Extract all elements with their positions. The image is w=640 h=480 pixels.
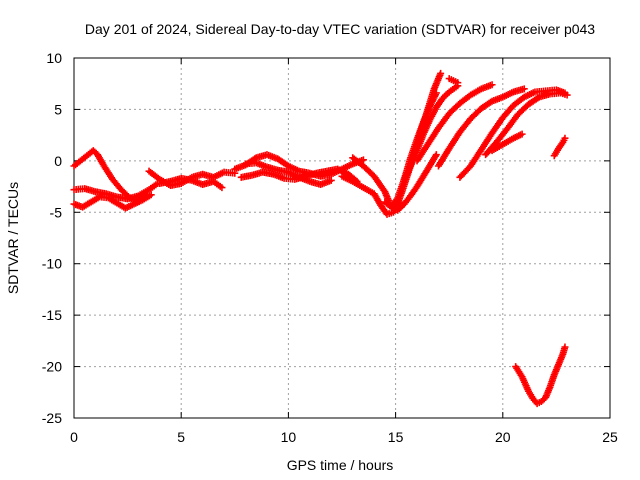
data-point bbox=[561, 134, 569, 142]
y-tick-label: -25 bbox=[42, 410, 62, 426]
tick-labels: 0 5 10 15 20 25 -25 -20 -15 -10 -5 0 5 10 bbox=[42, 50, 618, 445]
axis-ticks bbox=[73, 57, 611, 419]
data-points bbox=[70, 69, 571, 408]
data-point bbox=[454, 79, 462, 87]
x-tick-label: 0 bbox=[70, 429, 78, 445]
y-tick-label: 0 bbox=[54, 153, 62, 169]
data-point bbox=[437, 69, 445, 77]
series-arc-17 bbox=[456, 86, 569, 181]
x-tick-label: 10 bbox=[281, 429, 297, 445]
y-tick-label: -5 bbox=[50, 204, 63, 220]
y-axis-title: SDTVAR / TECUs bbox=[5, 182, 21, 294]
series-arc-13 bbox=[400, 82, 462, 183]
data-point bbox=[520, 85, 528, 93]
y-tick-label: 10 bbox=[46, 50, 62, 66]
series-arc-16 bbox=[445, 75, 462, 87]
plot-frame bbox=[73, 57, 611, 419]
data-point bbox=[488, 81, 496, 89]
y-tick-label: -10 bbox=[42, 256, 62, 272]
data-point bbox=[359, 156, 367, 164]
y-tick-label: -20 bbox=[42, 359, 62, 375]
x-axis-title: GPS time / hours bbox=[287, 457, 394, 473]
series-arc-18 bbox=[482, 89, 571, 159]
data-point bbox=[218, 184, 226, 192]
x-tick-label: 15 bbox=[388, 429, 404, 445]
gridlines bbox=[74, 58, 610, 418]
series-arc-14 bbox=[413, 81, 496, 165]
x-tick-label: 20 bbox=[495, 429, 511, 445]
y-tick-label: 5 bbox=[54, 101, 62, 117]
series-arc-15 bbox=[434, 85, 528, 170]
data-point bbox=[563, 91, 571, 99]
x-tick-label: 25 bbox=[602, 429, 618, 445]
chart-title: Day 201 of 2024, Sidereal Day-to-day VTE… bbox=[85, 21, 595, 37]
data-point bbox=[432, 151, 440, 159]
plot-border bbox=[73, 57, 611, 419]
data-point bbox=[561, 343, 569, 351]
data-point bbox=[147, 191, 155, 199]
x-tick-label: 5 bbox=[177, 429, 185, 445]
series-arc-5 bbox=[156, 174, 226, 192]
series-arc-10 bbox=[349, 151, 440, 214]
series-arc-8 bbox=[242, 159, 335, 189]
series-arc-3 bbox=[70, 191, 155, 212]
series-arc-19 bbox=[488, 130, 526, 155]
data-point bbox=[327, 176, 335, 184]
y-tick-label: -15 bbox=[42, 307, 62, 323]
data-point bbox=[518, 130, 526, 138]
series-arc-20 bbox=[550, 134, 569, 160]
series-arc-21 bbox=[512, 343, 569, 408]
